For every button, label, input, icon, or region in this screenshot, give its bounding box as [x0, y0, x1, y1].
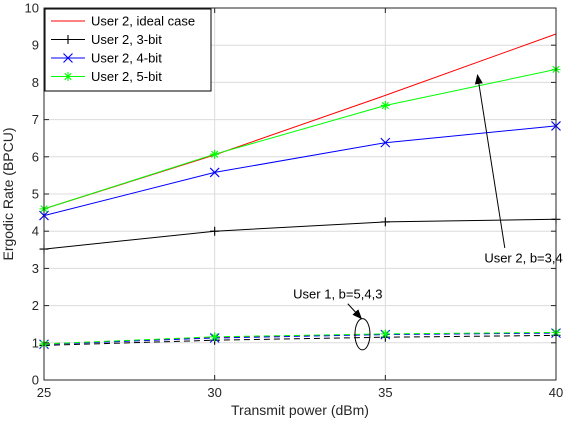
legend-label-1: User 2, 3-bit	[91, 32, 162, 47]
x-tick-label: 30	[207, 385, 221, 400]
y-tick-label: 7	[32, 112, 39, 127]
data-point-star-marker	[380, 100, 390, 110]
data-point-star-marker	[210, 332, 220, 342]
data-point-star-marker	[63, 72, 73, 81]
y-tick-label: 4	[32, 224, 39, 239]
annotations: User 2, b=3,4,5 User 1, b=5,4,3	[293, 73, 563, 351]
x-tick-label: 25	[37, 385, 51, 400]
y-tick-label: 1	[32, 335, 39, 350]
x-tick-label: 35	[378, 385, 392, 400]
legend: User 2, ideal case User 2, 3-bit User 2, 4…	[44, 8, 212, 92]
series-line-1	[43, 218, 557, 250]
plot-border	[43, 7, 557, 381]
data-point-plus-marker	[380, 217, 390, 227]
y-tick-label: 8	[32, 75, 39, 90]
legend-label-2: User 2, 4-bit	[91, 51, 162, 66]
data-point-plus-marker	[210, 226, 220, 236]
y-tick-label: 2	[32, 298, 39, 313]
series-line-5	[43, 334, 557, 346]
series-line-4	[43, 332, 557, 345]
y-tick-label: 3	[32, 261, 39, 276]
y-tick-label: 0	[32, 373, 39, 388]
y-tick-label: 9	[32, 38, 39, 53]
data-point-star-marker	[380, 329, 390, 339]
x-axis-label: Transmit power (dBm)	[231, 402, 369, 418]
annotation-text-1: User 1, b=5,4,3	[293, 286, 382, 301]
y-axis-label: Ergodic Rate (BPCU)	[0, 127, 16, 260]
annotation-arrow-0	[474, 73, 506, 249]
data-point-plus-marker	[63, 35, 73, 44]
annotation-ellipse	[354, 318, 371, 351]
series-line-2	[43, 125, 557, 217]
y-tick-label: 10	[25, 1, 39, 16]
series-line-3	[43, 68, 557, 210]
tick-labels: 0 1 2 3 4 5 6 7 8 9 10 25 30 35 40	[25, 1, 563, 401]
data-point-star-marker	[210, 149, 220, 159]
data-point-x-marker	[63, 53, 73, 63]
data-point-x-marker	[380, 137, 391, 148]
legend-label-0: User 2, ideal case	[91, 14, 195, 29]
data-point-x-marker	[209, 167, 220, 178]
series-line-6	[43, 332, 557, 345]
series-line-7	[43, 331, 557, 345]
x-tick-label: 40	[549, 385, 563, 400]
annotation-text-0: User 2, b=3,4,5	[484, 250, 563, 265]
y-tick-label: 5	[32, 187, 39, 202]
y-tick-label: 6	[32, 149, 39, 164]
legend-box	[44, 8, 212, 92]
plot-frame	[43, 7, 557, 381]
series-group	[39, 33, 561, 350]
legend-label-3: User 2, 5-bit	[91, 69, 162, 84]
annotation-arrow-1	[347, 303, 363, 320]
